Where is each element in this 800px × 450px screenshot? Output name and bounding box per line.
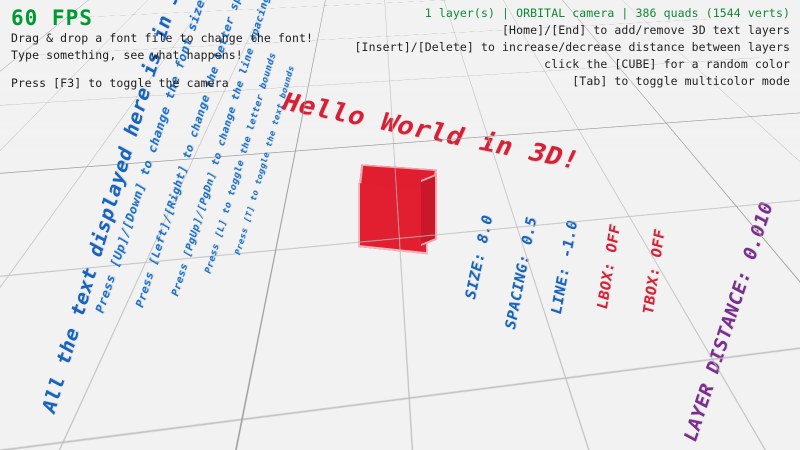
hint-camera-toggle: Press [F3] to toggle the camera — [11, 76, 229, 90]
cube-front-face[interactable] — [358, 183, 428, 255]
hint-type: Type something, see what happens! — [11, 48, 243, 62]
hud-left: 60 FPS Drag & drop a font file to change… — [11, 6, 313, 92]
cube-side-face[interactable] — [421, 173, 437, 246]
scene-stats: 1 layer(s) | ORBITAL camera | 386 quads … — [424, 6, 790, 20]
hint-multicolor: [Tab] to toggle multicolor mode — [572, 74, 790, 88]
hint-cube-color: click the [CUBE] for a random color — [544, 57, 790, 71]
fps-counter: 60 FPS — [11, 6, 93, 30]
cube[interactable] — [358, 152, 437, 255]
hint-dragdrop: Drag & drop a font file to change the fo… — [11, 31, 314, 45]
hud-spacer — [11, 64, 313, 75]
hint-layer-distance: [Insert]/[Delete] to increase/decrease d… — [354, 40, 790, 54]
hint-layers: [Home]/[End] to add/remove 3D text layer… — [502, 23, 790, 37]
hud-right: 1 layer(s) | ORBITAL camera | 386 quads … — [355, 5, 790, 90]
